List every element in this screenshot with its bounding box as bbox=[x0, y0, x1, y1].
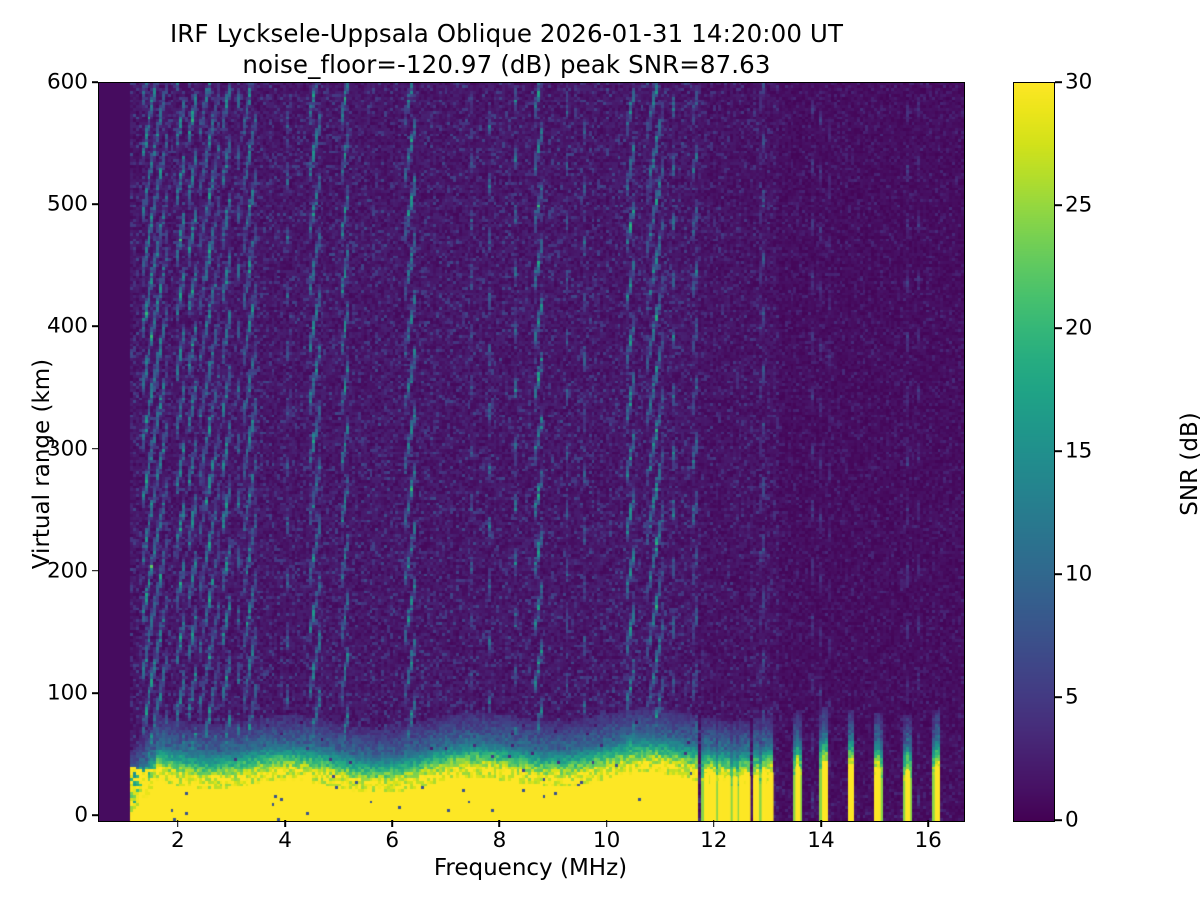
x-axis-label: Frequency (MHz) bbox=[433, 855, 628, 881]
x-tick-label: 6 bbox=[385, 828, 400, 853]
colorbar-tick-label: 20 bbox=[1065, 315, 1093, 341]
y-tick-mark bbox=[91, 325, 98, 328]
colorbar-tick-mark bbox=[1055, 81, 1062, 83]
x-tick-mark bbox=[820, 820, 822, 827]
colorbar-tick-label: 5 bbox=[1065, 684, 1079, 710]
colorbar-tick-mark bbox=[1055, 327, 1062, 329]
x-tick-mark bbox=[391, 820, 394, 827]
title-line-1: IRF Lycksele-Uppsala Oblique 2026-01-31 … bbox=[169, 19, 844, 48]
y-tick-mark bbox=[91, 203, 98, 205]
colorbar-tick-mark bbox=[1055, 819, 1062, 821]
ionogram-heatmap bbox=[99, 83, 964, 821]
y-tick-mark bbox=[91, 814, 98, 816]
colorbar-tick-label: 15 bbox=[1065, 438, 1093, 464]
y-tick-label: 500 bbox=[46, 191, 88, 217]
plot-area bbox=[98, 82, 965, 822]
y-tick-mark bbox=[91, 569, 98, 572]
x-tick-label: 16 bbox=[914, 828, 942, 853]
x-tick-mark bbox=[712, 820, 715, 827]
colorbar bbox=[1013, 82, 1055, 822]
x-tick-label: 4 bbox=[278, 828, 292, 853]
x-tick-label: 14 bbox=[807, 828, 835, 853]
y-tick-label: 0 bbox=[74, 802, 88, 828]
y-tick-mark bbox=[91, 81, 98, 83]
x-tick-mark bbox=[177, 820, 179, 827]
colorbar-tick-mark bbox=[1055, 573, 1062, 575]
colorbar-tick-label: 30 bbox=[1065, 69, 1093, 95]
colorbar-tick-mark bbox=[1055, 696, 1062, 698]
colorbar-tick-label: 25 bbox=[1065, 192, 1093, 218]
x-tick-mark bbox=[927, 820, 929, 827]
y-tick-label: 200 bbox=[46, 558, 88, 584]
x-tick-mark bbox=[605, 820, 608, 827]
x-tick-label: 8 bbox=[492, 828, 507, 853]
colorbar-tick-label: 0 bbox=[1065, 807, 1079, 833]
y-tick-label: 300 bbox=[46, 436, 88, 462]
y-tick-mark bbox=[91, 447, 98, 450]
title-line-2: noise_floor=-120.97 (dB) peak SNR=87.63 bbox=[242, 50, 771, 80]
y-tick-label: 100 bbox=[46, 680, 88, 706]
x-tick-label: 2 bbox=[171, 828, 185, 853]
x-tick-label: 12 bbox=[700, 828, 728, 853]
colorbar-gradient bbox=[1014, 83, 1054, 821]
x-tick-label: 10 bbox=[592, 828, 621, 853]
x-tick-mark bbox=[498, 820, 501, 827]
figure-title: IRF Lycksele-Uppsala Oblique 2026-01-31 … bbox=[0, 18, 1013, 81]
y-tick-label: 400 bbox=[46, 313, 88, 339]
x-tick-mark bbox=[284, 820, 286, 827]
colorbar-tick-mark bbox=[1055, 450, 1062, 452]
y-tick-mark bbox=[91, 692, 98, 694]
y-tick-label: 600 bbox=[46, 69, 88, 95]
colorbar-tick-mark bbox=[1055, 204, 1062, 206]
colorbar-tick-label: 10 bbox=[1065, 561, 1093, 587]
colorbar-label: SNR (dB) bbox=[1177, 412, 1200, 516]
